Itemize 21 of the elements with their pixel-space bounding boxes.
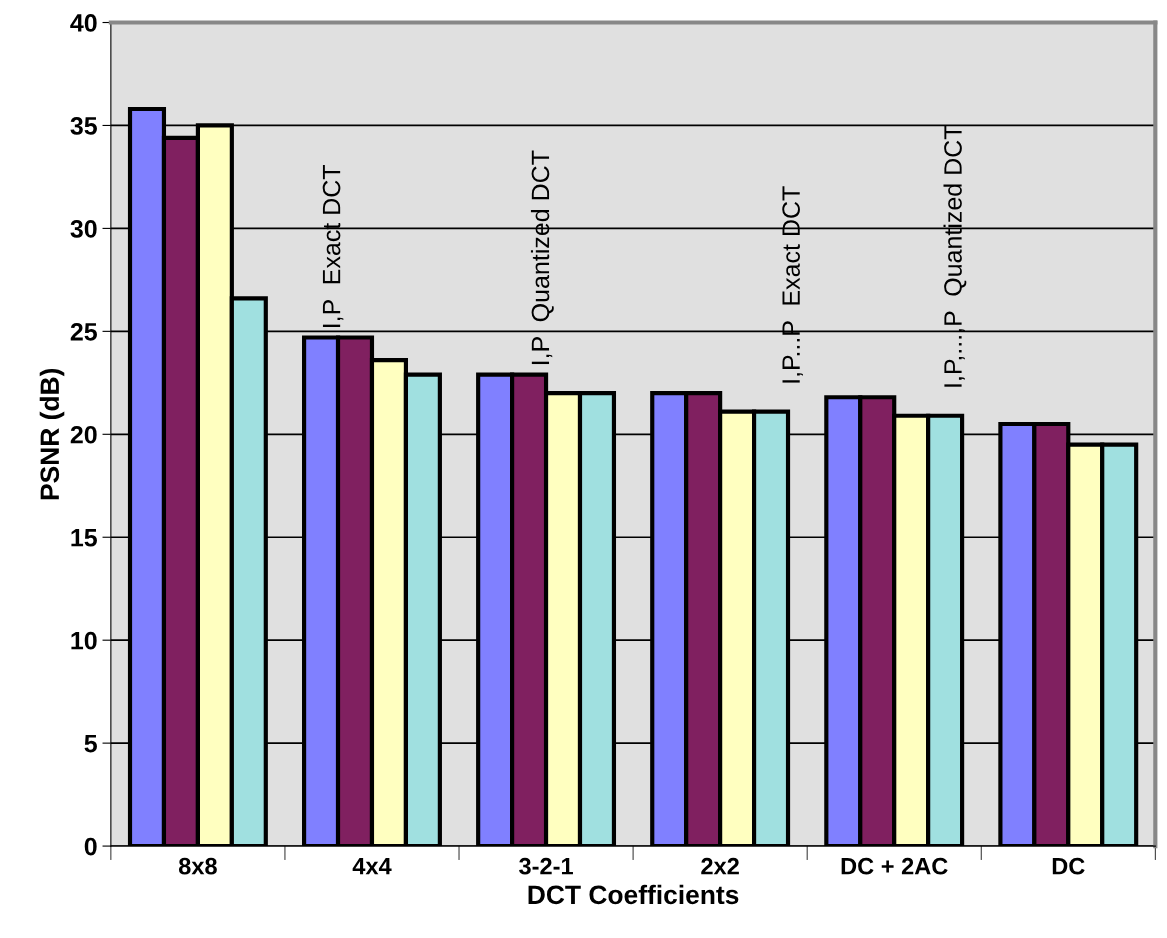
y-tick-label: 15: [71, 529, 97, 547]
x-tick-label: DC + 2AC: [841, 857, 948, 875]
y-tick-label: 30: [70, 220, 97, 238]
annotation: I,P Quantized DCT: [530, 150, 554, 365]
y-tick-label: 25: [70, 322, 97, 341]
x-tick-label: 4x4: [352, 858, 392, 875]
x-axis-title: DCT Coefficients: [528, 884, 739, 905]
y-tick-label: 10: [71, 631, 97, 650]
y-tick-label: 20: [70, 425, 97, 444]
annotation: I,P Exact DCT: [322, 164, 344, 327]
y-tick-label: 40: [70, 14, 97, 32]
x-tick-label: 2x2: [701, 857, 739, 875]
y-tick-label: 35: [70, 117, 97, 135]
annotation: I,P...P Exact DCT: [782, 186, 803, 383]
y-tick-label: 5: [84, 734, 97, 753]
annotation: I,P,...,P Quantized DCT: [943, 125, 967, 387]
y-tick-label: 0: [84, 837, 97, 856]
y-axis-title: PSNR (dB): [39, 368, 65, 500]
x-tick-label: DC: [1052, 857, 1085, 875]
x-tick-label: 8x8: [178, 857, 217, 875]
x-tick-label: 3-2-1: [519, 857, 573, 875]
